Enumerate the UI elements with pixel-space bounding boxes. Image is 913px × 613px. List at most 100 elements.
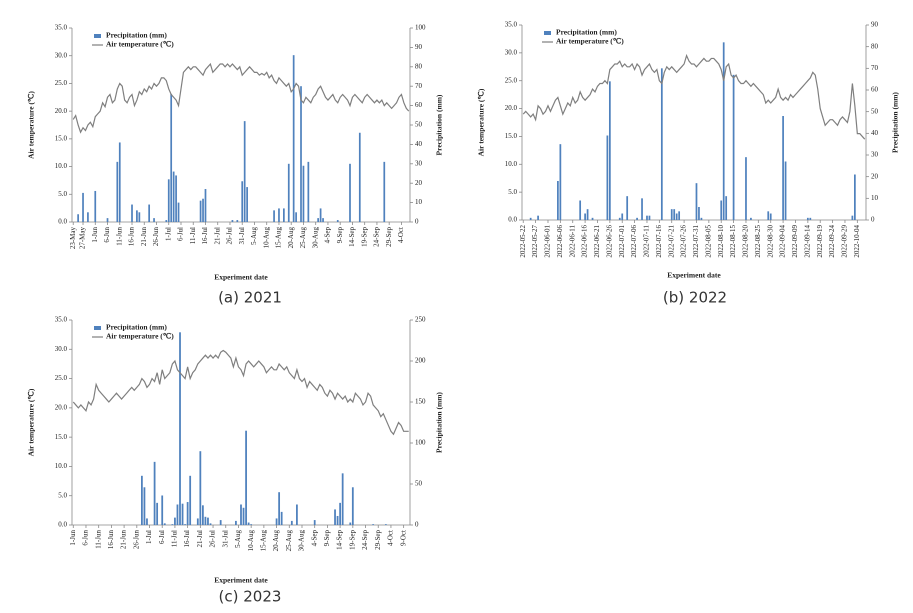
bar: [170, 93, 173, 223]
y2-tick-label: 80: [415, 62, 423, 70]
bar: [372, 524, 375, 525]
y-tick-label: 25.0: [505, 76, 518, 84]
y2-tick-label: 30: [415, 159, 423, 167]
bar: [275, 518, 278, 525]
x-tick-label: 24-Sep: [373, 227, 381, 247]
bar: [529, 217, 532, 220]
line: [72, 62, 410, 134]
x-tick-label: 2022-07-16: [655, 225, 663, 258]
y-tick-label: 35.0: [505, 21, 518, 29]
x-tick-label: 6-Jul: [158, 530, 166, 544]
chart: 0.0 5.0 10.0 15.0 20.0 25.0 30.0 35.0 0 10 20 30 40 5…: [27, 24, 444, 307]
y2-axis-title: Precipitation (mm): [435, 392, 444, 453]
chart: 0.0 5.0 10.0 15.0 20.0 25.0 30.0 35.0 0 10 20 30 40 5…: [477, 21, 900, 307]
x-tick-label: 27-May: [79, 227, 87, 250]
bar: [722, 42, 725, 221]
bar: [313, 520, 316, 525]
y-tick-label: 30.0: [55, 345, 68, 353]
bar: [636, 217, 638, 220]
y-tick-label: 15.0: [505, 132, 518, 140]
x-tick-label: 21-Jul: [213, 227, 221, 245]
x-tick-label: 14-Sep: [348, 227, 356, 247]
bar: [236, 220, 239, 222]
bar: [273, 210, 275, 222]
y-tick-label: 25.0: [55, 79, 68, 87]
x-tick-label: 15-Aug: [259, 530, 267, 552]
x-tick-label: 16-Jul: [201, 227, 209, 245]
y-axis-title: Air temperature (℃): [27, 388, 36, 456]
bar: [246, 187, 248, 222]
x-tick-label: 4-Sep: [310, 530, 318, 547]
bar: [87, 212, 89, 222]
x-tick-label: 2022-07-11: [643, 225, 651, 258]
y2-tick-label: 10: [871, 194, 879, 202]
y-tick-label: 0.0: [58, 521, 67, 529]
x-tick-label: 6-Jul: [177, 227, 185, 241]
x-tick-label: 26-Jun: [152, 227, 160, 247]
x-tick-label: 2022-07-21: [667, 225, 675, 258]
bar: [698, 207, 700, 220]
caption: (a) 2021: [218, 289, 282, 307]
bar: [161, 495, 164, 525]
bar: [163, 523, 166, 525]
bar: [143, 487, 146, 525]
bar: [591, 217, 594, 220]
bar: [336, 220, 339, 222]
bar: [136, 210, 138, 222]
bar: [231, 220, 234, 222]
x-tick-label: 10-Aug: [247, 530, 255, 552]
bar: [199, 200, 202, 222]
x-tick-label: 23-May: [69, 227, 77, 250]
x-tick-label: 31-Jul: [221, 530, 229, 548]
x-tick-label: 2022-07-31: [692, 225, 700, 258]
y2-tick-label: 60: [871, 86, 879, 94]
x-tick-label: 15-Aug: [275, 227, 283, 249]
x-tick-label: 2022-09-19: [816, 225, 824, 258]
x-tick-label: 30-Aug: [311, 227, 319, 249]
y-tick-label: 30.0: [55, 51, 68, 59]
x-tick-label: 4-Oct: [387, 530, 395, 546]
legend-swatch: [94, 34, 101, 38]
bar: [278, 492, 281, 525]
bar: [358, 132, 361, 222]
bar: [175, 175, 177, 222]
bar: [608, 81, 611, 220]
bar: [94, 190, 97, 222]
x-tick-label: 25-Aug: [299, 227, 307, 249]
bar: [204, 516, 207, 525]
bar: [648, 215, 651, 220]
x-tick-label: 5-Aug: [234, 530, 242, 548]
bar: [184, 524, 186, 525]
x-tick-label: 2022-06-11: [568, 225, 576, 258]
x-tick-label: 29-Sep: [385, 227, 393, 247]
bar: [153, 461, 156, 525]
x-tick-label: 29-Sep: [374, 530, 382, 550]
bar: [782, 116, 784, 220]
bar: [349, 163, 351, 222]
bar: [670, 209, 673, 220]
bar: [106, 218, 109, 222]
y-tick-label: 5.0: [508, 188, 517, 196]
x-tick-label: 2022-09-14: [803, 225, 811, 258]
y-tick-label: 20.0: [55, 107, 68, 115]
x-tick-label: 19-Sep: [348, 530, 356, 550]
y2-tick-label: 70: [871, 64, 879, 72]
y2-tick-label: 100: [415, 24, 426, 32]
x-tick-label: 21-Jun: [140, 227, 148, 247]
x-tick-label: 2022-07-06: [630, 225, 638, 258]
x-tick-label: 2022-08-20: [742, 225, 750, 258]
y-tick-label: 20.0: [505, 104, 518, 112]
bar: [767, 211, 770, 220]
bar: [809, 217, 812, 220]
bar: [586, 209, 589, 220]
legend-label: Precipitation (mm): [556, 28, 617, 37]
bar: [165, 220, 168, 222]
bar: [745, 157, 747, 220]
x-tick-label: 6-Jun: [82, 530, 90, 546]
x-tick-label: 2022-05-27: [531, 225, 539, 258]
y2-tick-label: 50: [415, 480, 423, 488]
y-tick-label: 25.0: [55, 374, 68, 382]
x-tick-label: 20-Aug: [287, 227, 295, 249]
bar: [235, 520, 237, 525]
bar: [290, 520, 293, 525]
